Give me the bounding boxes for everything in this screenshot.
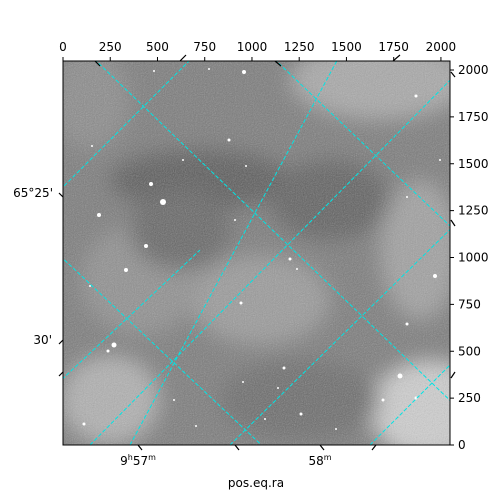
world-tick	[234, 444, 240, 451]
star	[264, 418, 266, 420]
star	[414, 396, 418, 400]
pixel-x-axis-top: 0 250 500 750 1000 1250 1500 1750 2000	[59, 40, 456, 61]
dec-tick-label-2: 30'	[33, 333, 52, 347]
star	[335, 428, 337, 430]
star	[182, 159, 184, 161]
sky-image	[63, 61, 450, 445]
star	[277, 387, 279, 389]
pixel-x-tick-label: 750	[193, 40, 216, 54]
grid-line-ra	[63, 61, 190, 188]
star	[97, 213, 101, 217]
coordinate-grid	[63, 61, 450, 445]
grid-line-ra	[129, 61, 338, 445]
star	[91, 145, 93, 147]
world-tick	[371, 444, 377, 451]
dec-tick-label-1: 65°25'	[13, 186, 53, 200]
star	[439, 159, 441, 161]
star	[144, 244, 148, 248]
pixel-y-tick-label: 1250	[458, 204, 489, 218]
star	[173, 399, 175, 401]
star	[414, 94, 418, 98]
pixel-y-axis-right: 0 250 500 750 1000 1250 1500 1750 2000	[450, 63, 489, 452]
grid-line-ra	[63, 249, 201, 380]
world-tick	[319, 444, 325, 451]
grid-line-ra	[89, 79, 450, 445]
pixel-x-tick-label: 1750	[378, 40, 409, 54]
pixel-x-tick-label: 1250	[284, 40, 315, 54]
star	[160, 199, 166, 205]
pixel-y-tick-label: 250	[458, 391, 481, 405]
pixel-y-tick-label: 1500	[458, 157, 489, 171]
world-tick	[58, 339, 64, 345]
ra-tick-label-1: 9h57m	[120, 453, 156, 468]
grid-line-ra	[229, 228, 450, 445]
pixel-x-tick-label: 500	[146, 40, 169, 54]
world-tick	[58, 192, 64, 198]
star	[245, 165, 247, 167]
grid-line-dec	[95, 61, 450, 402]
star	[397, 373, 403, 379]
star	[227, 138, 231, 142]
pixel-x-tick-label: 2000	[426, 40, 457, 54]
star	[405, 322, 409, 326]
star	[242, 70, 246, 74]
star	[296, 268, 298, 270]
plot-frame	[62, 60, 451, 446]
world-tick	[450, 71, 456, 78]
star	[234, 219, 236, 221]
star	[195, 425, 197, 427]
star	[282, 366, 286, 370]
star	[106, 349, 110, 353]
star	[381, 398, 385, 402]
star	[239, 301, 243, 305]
world-tick	[94, 60, 101, 67]
svg-text:58m: 58m	[308, 453, 331, 468]
star	[89, 285, 91, 287]
world-tick	[274, 60, 282, 67]
star	[149, 182, 153, 186]
star	[153, 70, 155, 72]
pixel-x-tick-label: 1500	[331, 40, 362, 54]
pixel-y-tick-label: 0	[458, 438, 466, 452]
pixel-y-tick-label: 2000	[458, 63, 489, 77]
ra-tick-label-2: 58m	[308, 453, 331, 468]
svg-text:9h57m: 9h57m	[120, 453, 156, 468]
world-tick	[58, 371, 64, 377]
pixel-x-tick-label: 1000	[237, 40, 268, 54]
world-tick	[450, 219, 456, 227]
star	[433, 274, 437, 278]
star	[82, 422, 86, 426]
star	[111, 342, 117, 348]
star	[406, 196, 408, 198]
pixel-y-tick-label: 500	[458, 344, 481, 358]
world-tick	[392, 54, 401, 62]
world-tick	[450, 371, 456, 379]
pixel-x-tick-label: 250	[99, 40, 122, 54]
world-tick	[137, 444, 143, 451]
star	[288, 257, 292, 261]
star	[299, 412, 303, 416]
world-axis-ticks	[58, 54, 456, 451]
pixel-y-tick-label: 750	[458, 297, 481, 311]
x-axis-title: pos.eq.ra	[228, 476, 284, 490]
star	[242, 381, 244, 383]
pixel-y-tick-label: 1000	[458, 251, 489, 265]
pixel-x-tick-label: 0	[59, 40, 67, 54]
star	[208, 68, 210, 70]
grid-line-dec	[275, 61, 450, 227]
pixel-y-tick-label: 1750	[458, 110, 489, 124]
star	[124, 268, 128, 272]
world-tick	[179, 54, 187, 62]
